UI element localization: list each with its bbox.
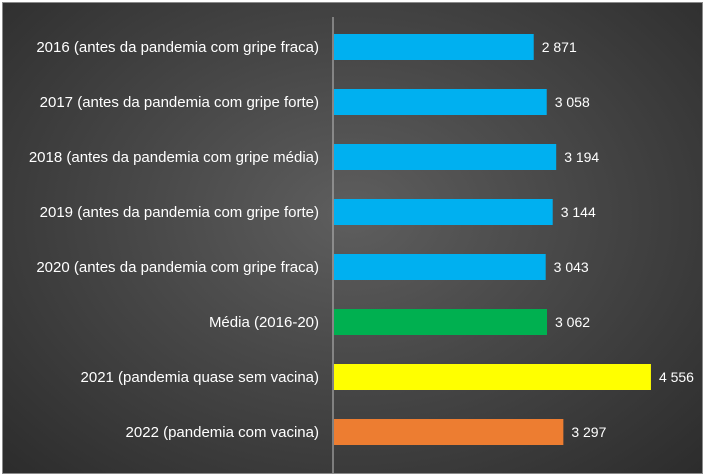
value-label-7: 3 297 [571,424,606,440]
value-label-0: 2 871 [542,39,577,55]
bar-3 [334,199,553,225]
category-label-3: 2019 (antes da pandemia com gripe forte) [40,204,319,221]
bar-0 [334,34,534,60]
bar-4 [334,254,546,280]
category-label-0: 2016 (antes da pandemia com gripe fraca) [36,39,319,56]
bar-chart: 2016 (antes da pandemia com gripe fraca)… [29,17,694,473]
category-label-1: 2017 (antes da pandemia com gripe forte) [40,94,319,111]
value-label-2: 3 194 [564,149,599,165]
category-label-4: 2020 (antes da pandemia com gripe fraca) [36,259,319,276]
labels-layer: 2016 (antes da pandemia com gripe fraca)… [29,39,694,441]
bar-1 [334,89,547,115]
category-label-2: 2018 (antes da pandemia com gripe média) [29,149,319,166]
category-label-5: Média (2016-20) [209,314,319,331]
bar-7 [334,419,564,445]
value-label-5: 3 062 [555,314,590,330]
category-label-6: 2021 (pandemia quase sem vacina) [81,369,319,386]
value-label-6: 4 556 [659,369,694,385]
bar-6 [334,364,651,390]
value-label-3: 3 144 [561,204,596,220]
bar-5 [334,309,548,335]
value-label-4: 3 043 [554,259,589,275]
value-label-1: 3 058 [555,94,590,110]
bar-2 [334,144,557,170]
bars-layer [334,34,651,445]
category-label-7: 2022 (pandemia com vacina) [126,424,319,441]
